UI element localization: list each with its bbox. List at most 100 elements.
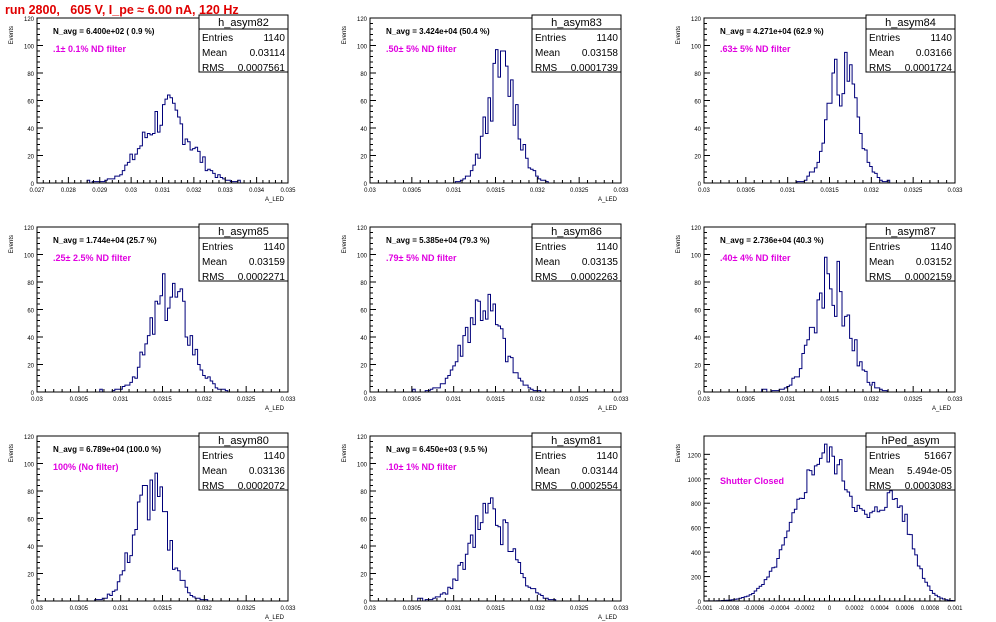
x-tick-label: 0.032	[197, 397, 213, 403]
stats-title: h_asym83	[551, 17, 602, 29]
y-axis-label: Events	[342, 26, 348, 44]
stats-title: h_asym84	[885, 17, 936, 29]
y-tick-label: 20	[360, 364, 367, 370]
navg-label: N_avg = 5.385e+04 (79.3 %)	[386, 236, 490, 245]
x-tick-label: 0.0004	[871, 606, 890, 612]
stats-box	[865, 223, 956, 282]
y-tick-label: 20	[27, 364, 34, 370]
x-tick-label: 0.033	[613, 397, 629, 403]
stats-value: 0.0002271	[238, 272, 286, 283]
x-tick-label: 0.032	[530, 606, 546, 612]
stats-value: 1140	[930, 33, 952, 44]
x-tick-label: 0.0315	[820, 188, 839, 194]
stats-key: RMS	[202, 63, 225, 74]
y-tick-label: 20	[694, 155, 701, 161]
y-tick-label: 0	[698, 600, 702, 606]
stats-key: Entries	[535, 242, 566, 253]
x-tick-label: -0.0004	[769, 606, 790, 612]
x-tick-label: 0.033	[280, 397, 296, 403]
histogram-h_asym86: 0 20 40 60 80 100 120 0.03 0.0305 0.031 0.0315 0.03…	[342, 223, 629, 412]
x-tick-label: 0.0315	[153, 606, 172, 612]
stats-box	[531, 14, 622, 73]
x-tick-label: 0.029	[92, 188, 108, 194]
stats-value: 1140	[596, 33, 618, 44]
y-tick-label: 0	[698, 182, 702, 188]
stats-key: Mean	[202, 257, 227, 268]
stats-box	[865, 14, 956, 73]
stats-title: h_asym85	[218, 226, 269, 238]
stats-title: hPed_asym	[881, 435, 939, 447]
stats-key: Mean	[535, 466, 560, 477]
x-tick-label: 0.001	[947, 606, 963, 612]
histogram-h_asym82: 0 20 40 60 80 100 120 0.027 0.028 0.029 0.03 0.031 0…	[9, 14, 296, 203]
x-tick-label: 0.03	[698, 188, 710, 194]
x-tick-label: 0.03	[31, 606, 43, 612]
stats-title: h_asym86	[551, 226, 602, 238]
y-tick-label: 60	[27, 309, 34, 315]
stats-key: Mean	[869, 48, 894, 59]
y-tick-label: 40	[694, 336, 701, 342]
y-tick-label: 120	[24, 226, 35, 232]
x-tick-label: 0.032	[186, 188, 202, 194]
y-tick-label: 1000	[688, 478, 702, 484]
stats-value: 0.0001739	[571, 63, 619, 74]
y-tick-label: 120	[357, 226, 368, 232]
y-tick-label: 120	[691, 226, 702, 232]
x-tick-label: 0.0315	[486, 397, 505, 403]
x-tick-label: 0.031	[780, 397, 796, 403]
x-tick-label: 0.031	[446, 397, 462, 403]
y-tick-label: 60	[360, 100, 367, 106]
x-tick-label: 0.033	[613, 606, 629, 612]
stats-value: 0.03144	[582, 466, 619, 477]
y-axis-label: Events	[9, 235, 15, 253]
histogram-hPed_asym: 0 200 400 600 800 1000 1200 -0.001 -0.0008 -0.000…	[676, 432, 963, 612]
stats-key: Mean	[202, 466, 227, 477]
y-tick-label: 0	[31, 182, 35, 188]
x-tick-label: 0.0315	[486, 606, 505, 612]
stats-value: 0.03135	[582, 257, 619, 268]
histogram-line	[37, 273, 288, 393]
y-tick-label: 120	[357, 435, 368, 441]
stats-key: Mean	[535, 48, 560, 59]
stats-value: 0.03152	[916, 257, 953, 268]
y-tick-label: 0	[364, 391, 368, 397]
y-tick-label: 80	[360, 72, 367, 78]
x-tick-label: 0.031	[446, 606, 462, 612]
stats-box	[198, 432, 289, 491]
histogram-line	[370, 293, 621, 393]
y-tick-label: 20	[694, 364, 701, 370]
x-tick-label: 0.0325	[570, 606, 589, 612]
x-tick-label: 0.035	[280, 188, 296, 194]
y-axis-label: Events	[342, 235, 348, 253]
x-tick-label: 0.031	[113, 606, 129, 612]
y-tick-label: 600	[691, 527, 702, 533]
x-tick-label: 0.0325	[904, 188, 923, 194]
navg-label: N_avg = 6.450e+03 ( 9.5 %)	[386, 445, 488, 454]
y-axis-label: Events	[676, 235, 682, 253]
stats-value: 1140	[263, 242, 285, 253]
stats-value: 5.494e-05	[907, 466, 952, 477]
y-tick-label: 60	[360, 309, 367, 315]
stats-box	[531, 432, 622, 491]
x-tick-label: 0.03	[31, 397, 43, 403]
y-axis-label: Events	[676, 26, 682, 44]
x-tick-label: 0.0008	[921, 606, 940, 612]
histogram-line	[37, 94, 288, 184]
stats-value: 1140	[596, 451, 618, 462]
y-tick-label: 40	[27, 545, 34, 551]
y-tick-label: 80	[27, 281, 34, 287]
page-title: run 2800, 605 V, I_pe ≈ 6.00 nA, 120 Hz	[5, 3, 239, 17]
y-tick-label: 0	[364, 600, 368, 606]
y-tick-label: 0	[31, 600, 35, 606]
histogram-line	[704, 443, 956, 602]
stats-key: RMS	[869, 63, 892, 74]
filter-note: .1± 0.1% ND filter	[53, 44, 126, 54]
stats-value: 0.03166	[916, 48, 953, 59]
histogram-h_asym81: 0 20 40 60 80 100 120 0.03 0.0305 0.031 0.0315 0.03…	[342, 432, 629, 621]
stats-key: Mean	[869, 257, 894, 268]
y-tick-label: 1200	[688, 453, 702, 459]
stats-key: RMS	[535, 481, 558, 492]
y-tick-label: 40	[27, 336, 34, 342]
y-tick-label: 20	[27, 155, 34, 161]
x-axis-label: A_LED	[265, 406, 285, 412]
